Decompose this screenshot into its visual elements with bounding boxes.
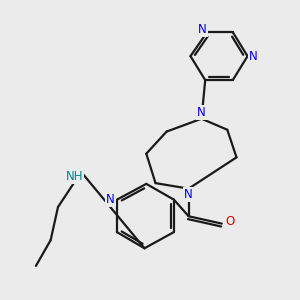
Text: N: N	[198, 23, 207, 36]
Text: NH: NH	[66, 170, 83, 183]
Text: N: N	[249, 50, 258, 63]
Text: N: N	[106, 193, 115, 206]
Text: N: N	[197, 106, 206, 119]
Text: N: N	[184, 188, 193, 201]
Text: O: O	[225, 215, 235, 228]
